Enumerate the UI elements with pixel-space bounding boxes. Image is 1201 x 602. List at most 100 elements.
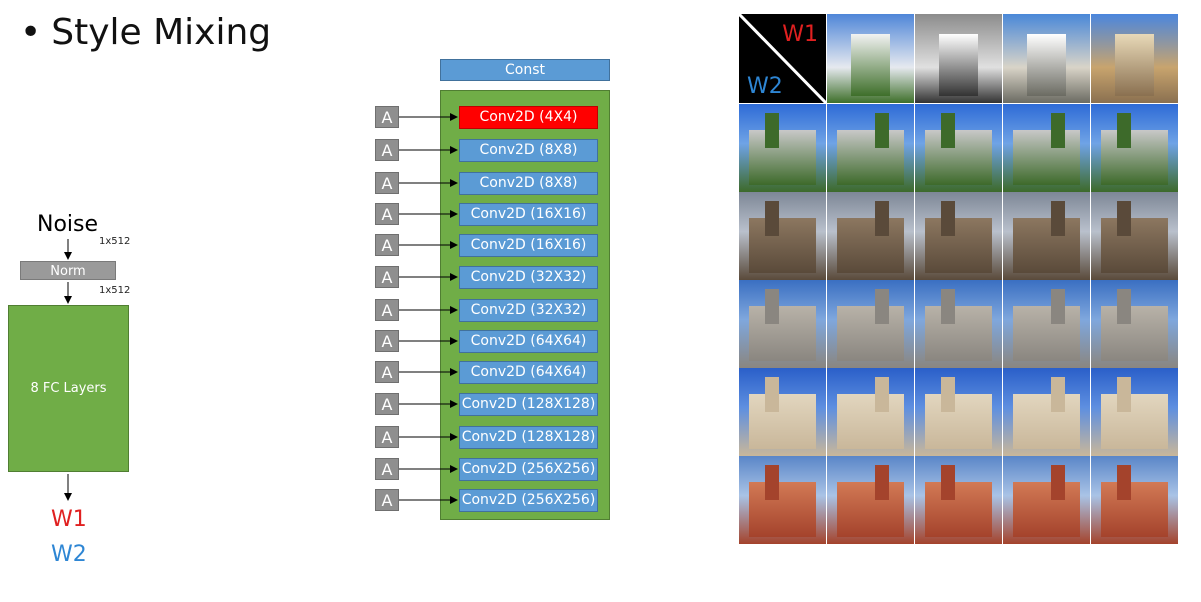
building-shape bbox=[925, 394, 992, 449]
conv-layer-box: Conv2D (32X32) bbox=[459, 266, 598, 289]
building-shape bbox=[1013, 394, 1080, 449]
building-shape bbox=[925, 306, 992, 361]
tower-shape bbox=[874, 288, 889, 324]
norm-dim-label: 1x512 bbox=[99, 285, 131, 296]
building-shape bbox=[837, 130, 904, 185]
corner-diagonal-icon bbox=[739, 14, 826, 103]
building-shape bbox=[925, 482, 992, 537]
w2-label: W2 bbox=[51, 542, 87, 567]
tower-shape bbox=[874, 464, 889, 500]
mixed-image bbox=[1091, 280, 1178, 368]
style-a-box: A bbox=[375, 489, 399, 511]
tower-shape bbox=[941, 200, 955, 236]
conv-layer-box: Conv2D (64X64) bbox=[459, 330, 598, 353]
tower-shape bbox=[1117, 376, 1131, 412]
style-mixing-grid: W1 W2 bbox=[739, 14, 1179, 544]
tower-shape bbox=[1050, 112, 1065, 148]
mixed-image bbox=[1003, 104, 1090, 192]
tower-shape bbox=[941, 288, 955, 324]
style-a-box: A bbox=[375, 266, 399, 288]
style-a-box: A bbox=[375, 139, 399, 161]
style-a-box: A bbox=[375, 330, 399, 352]
building-shape bbox=[749, 218, 816, 273]
mixed-image bbox=[1003, 456, 1090, 544]
mixed-image bbox=[915, 192, 1002, 280]
tower-shape bbox=[765, 288, 779, 324]
building-shape bbox=[749, 482, 816, 537]
mixed-image bbox=[915, 368, 1002, 456]
building-shape bbox=[749, 394, 816, 449]
tower-shape bbox=[765, 200, 779, 236]
mixed-image bbox=[1003, 368, 1090, 456]
building-shape bbox=[1013, 306, 1080, 361]
building-shape bbox=[925, 218, 992, 273]
building-shape bbox=[1101, 130, 1168, 185]
mixed-image bbox=[1091, 456, 1178, 544]
tower-shape bbox=[765, 112, 779, 148]
source-w2-image bbox=[827, 14, 914, 103]
mixed-image bbox=[827, 368, 914, 456]
building-shape bbox=[939, 33, 978, 96]
title-bullet: • bbox=[20, 12, 42, 53]
style-a-box: A bbox=[375, 458, 399, 480]
const-box: Const bbox=[440, 59, 610, 81]
mixed-image bbox=[915, 280, 1002, 368]
conv-layer-box: Conv2D (16X16) bbox=[459, 234, 598, 257]
tower-shape bbox=[874, 200, 889, 236]
source-w2-image bbox=[1003, 14, 1090, 103]
conv-layer-box: Conv2D (256X256) bbox=[459, 458, 598, 481]
source-w2-image bbox=[915, 14, 1002, 103]
tower-shape bbox=[1050, 376, 1065, 412]
tower-shape bbox=[1050, 288, 1065, 324]
tower-shape bbox=[1117, 112, 1131, 148]
tower-shape bbox=[765, 464, 779, 500]
mixed-image bbox=[915, 104, 1002, 192]
conv-layer-box: Conv2D (4X4) bbox=[459, 106, 598, 129]
title-text: Style Mixing bbox=[51, 12, 272, 53]
building-shape bbox=[837, 218, 904, 273]
style-a-box: A bbox=[375, 426, 399, 448]
style-a-box: A bbox=[375, 106, 399, 128]
building-shape bbox=[837, 394, 904, 449]
slide-title: • Style Mixing bbox=[20, 12, 271, 53]
mixed-image bbox=[827, 104, 914, 192]
corner-w2-label: W2 bbox=[747, 74, 783, 99]
source-w1-image bbox=[739, 192, 826, 280]
conv-layer-box: Conv2D (128X128) bbox=[459, 393, 598, 416]
mixed-image bbox=[915, 456, 1002, 544]
mixed-image bbox=[1091, 104, 1178, 192]
source-w1-image bbox=[739, 104, 826, 192]
building-shape bbox=[749, 306, 816, 361]
style-a-box: A bbox=[375, 172, 399, 194]
conv-layer-box: Conv2D (32X32) bbox=[459, 299, 598, 322]
conv-layer-box: Conv2D (256X256) bbox=[459, 489, 598, 512]
w1-label: W1 bbox=[51, 507, 87, 532]
building-shape bbox=[1027, 33, 1066, 96]
building-shape bbox=[1115, 33, 1154, 96]
tower-shape bbox=[1117, 288, 1131, 324]
style-a-box: A bbox=[375, 361, 399, 383]
noise-label: Noise bbox=[37, 212, 99, 237]
mixed-image bbox=[827, 192, 914, 280]
building-shape bbox=[837, 482, 904, 537]
corner-key-cell: W1 W2 bbox=[739, 14, 826, 103]
building-shape bbox=[837, 306, 904, 361]
style-a-box: A bbox=[375, 234, 399, 256]
mixed-image bbox=[1003, 280, 1090, 368]
conv-layer-box: Conv2D (64X64) bbox=[459, 361, 598, 384]
building-shape bbox=[1013, 130, 1080, 185]
tower-shape bbox=[941, 376, 955, 412]
tower-shape bbox=[1050, 464, 1065, 500]
fc-layers-box: 8 FC Layers bbox=[8, 305, 129, 472]
building-shape bbox=[749, 130, 816, 185]
conv-layer-box: Conv2D (8X8) bbox=[459, 139, 598, 162]
tower-shape bbox=[941, 112, 955, 148]
mixed-image bbox=[1091, 368, 1178, 456]
building-shape bbox=[1013, 218, 1080, 273]
fc-layers-label: 8 FC Layers bbox=[30, 381, 107, 396]
tower-shape bbox=[1050, 200, 1065, 236]
conv-layer-box: Conv2D (8X8) bbox=[459, 172, 598, 195]
style-a-box: A bbox=[375, 299, 399, 321]
mixed-image bbox=[1003, 192, 1090, 280]
tower-shape bbox=[1117, 464, 1131, 500]
